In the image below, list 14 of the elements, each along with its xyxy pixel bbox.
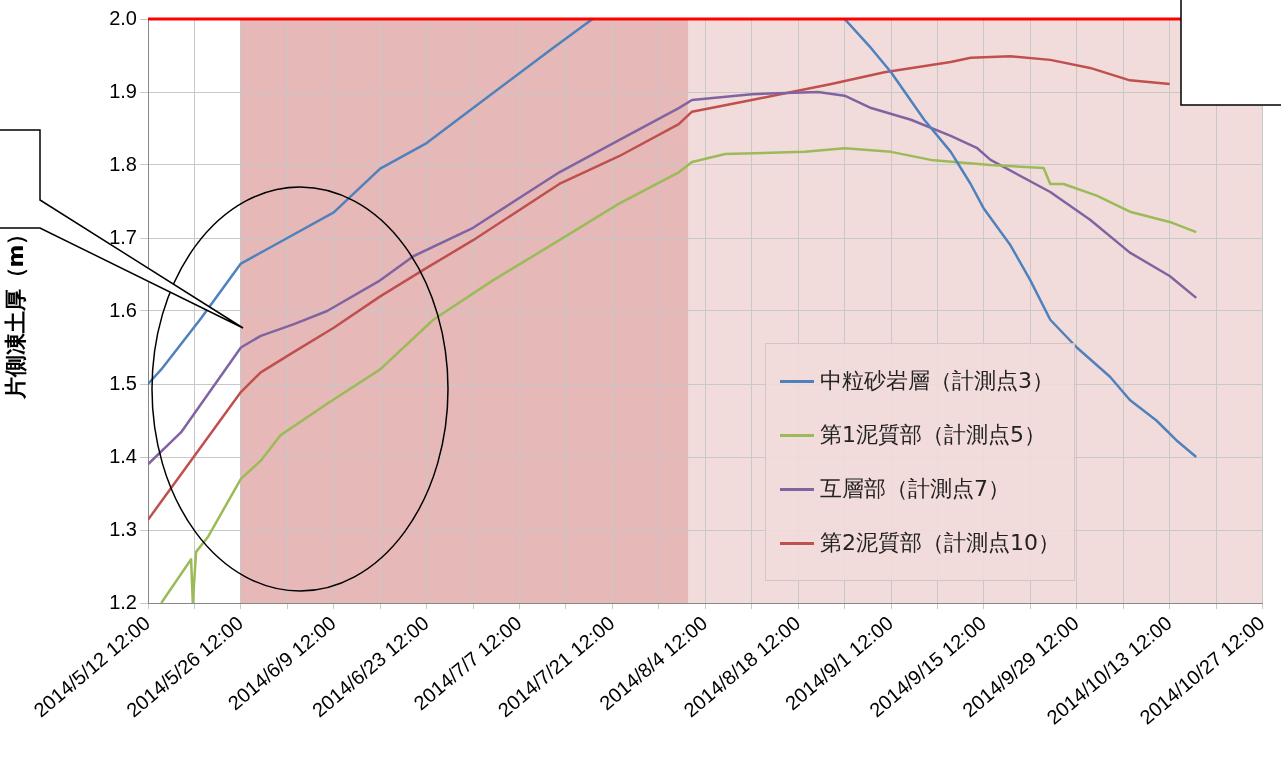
y-tick-label: 1.3 [109,517,137,540]
legend-label: 第1泥質部（計測点5） [820,421,1046,449]
y-tick-label: 1.8 [109,152,137,175]
y-axis-title: 片側凍土厚（m） [2,222,28,401]
y-tick-label: 1.7 [109,225,137,248]
legend-label: 互層部（計測点7） [820,475,1010,503]
legend-label: 中粒砂岩層（計測点3） [820,367,1054,395]
y-tick-label: 2.0 [109,6,137,29]
y-tick-label: 1.5 [109,371,137,394]
legend-label: 第2泥質部（計測点10） [820,529,1060,557]
y-tick-label: 1.9 [109,79,137,102]
y-tick-label: 1.6 [109,298,137,321]
y-tick-label: 1.4 [109,444,137,467]
y-tick-label: 1.2 [109,590,137,613]
